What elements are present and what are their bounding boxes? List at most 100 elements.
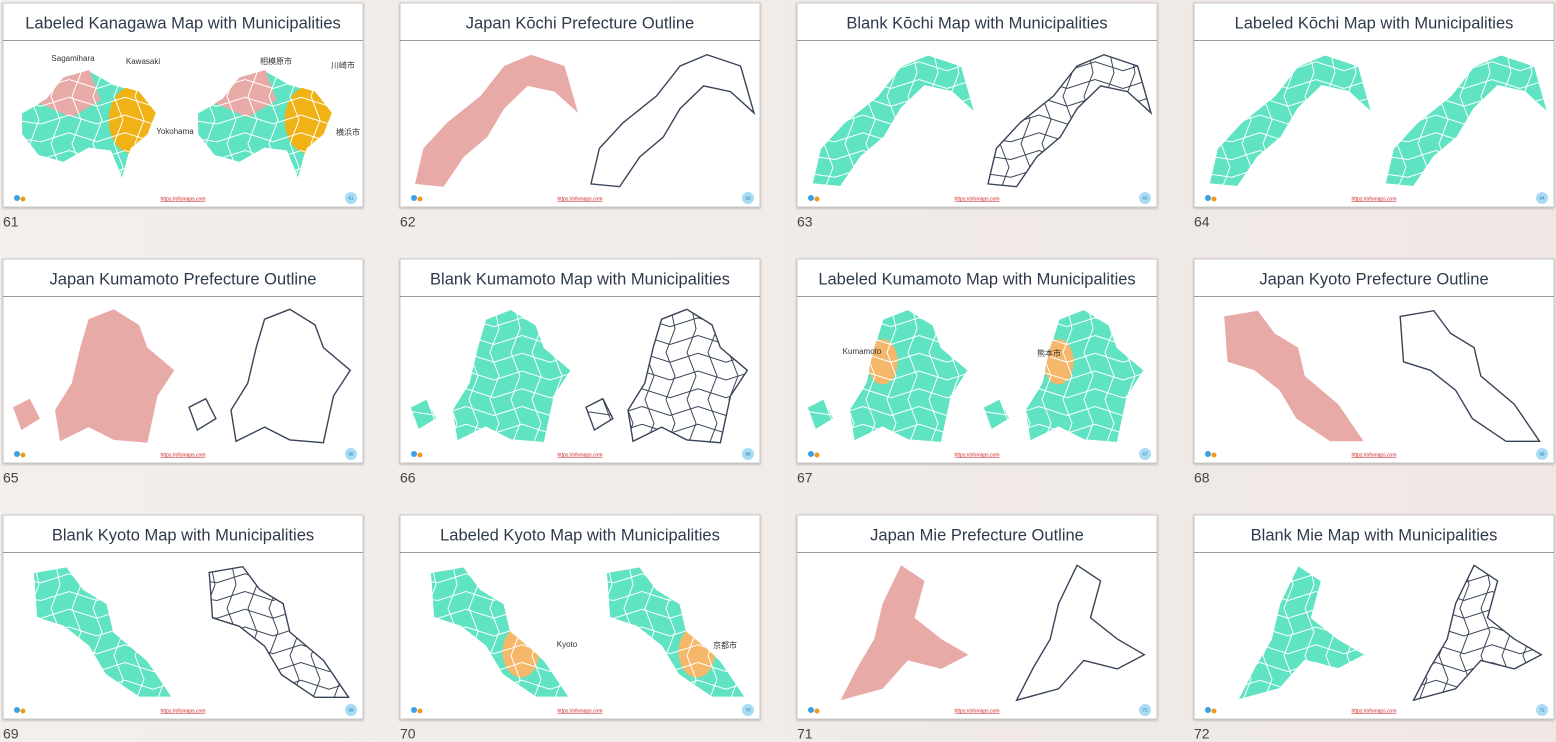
slide-number: 64 (1194, 214, 1210, 230)
page-badge-number: 70 (745, 708, 751, 713)
slide-title: Labeled Kumamoto Map with Municipalities (818, 270, 1135, 288)
region (1043, 339, 1074, 385)
logo (1211, 196, 1217, 202)
page-badge-number: 67 (1142, 452, 1148, 457)
page-badge-number: 63 (1142, 196, 1148, 201)
map-label: 川崎市 (331, 60, 355, 70)
slide-number: 66 (400, 470, 416, 486)
slide-title: Labeled Kanagawa Map with Municipalities (25, 14, 341, 32)
logo (20, 708, 26, 714)
footer-link: https://ofomaps.com (557, 452, 602, 458)
footer-link: https://ofomaps.com (954, 196, 999, 202)
slide-title: Labeled Kyoto Map with Municipalities (440, 526, 720, 544)
map-shape (32, 565, 174, 698)
footer-link: https://ofomaps.com (954, 452, 999, 458)
border-line (510, 309, 521, 443)
map-label: Sagamihara (51, 54, 95, 63)
slide-thumbnail[interactable]: Labeled Kyoto Map with Municipalities Kyo… (399, 514, 761, 720)
slide-thumbnail[interactable]: Japan Kumamoto Prefecture Outline https:/… (2, 258, 364, 464)
logo (808, 195, 814, 201)
map-shape (451, 308, 573, 444)
slide-number: 61 (3, 214, 19, 230)
logo (20, 452, 26, 458)
slide-title: Blank Kyoto Map with Municipalities (52, 526, 314, 544)
border-line (886, 309, 897, 443)
map-shape (840, 565, 969, 701)
logo (1205, 707, 1211, 713)
border-line (1413, 644, 1542, 655)
map-shape (806, 397, 835, 432)
slide-thumbnail[interactable]: Labeled Kōchi Map with Municipalities htt… (1193, 2, 1555, 208)
map-shape (1399, 309, 1541, 442)
slide-thumbnail[interactable]: Japan Mie Prefecture Outline https://ofom… (796, 514, 1158, 720)
map-label: 横浜市 (336, 127, 360, 137)
map-shape (1015, 564, 1146, 702)
logo (14, 451, 20, 457)
slide-thumbnail[interactable]: Labeled Kanagawa Map with Municipalities… (2, 2, 364, 208)
page-badge-number: 64 (1539, 196, 1545, 201)
page-badge (1139, 192, 1151, 204)
slide-title: Japan Mie Prefecture Outline (870, 526, 1084, 544)
page-badge-number: 66 (745, 452, 751, 457)
region (867, 339, 898, 385)
border-line (1083, 309, 1094, 443)
map-shape (415, 54, 578, 187)
footer-link: https://ofomaps.com (1351, 452, 1396, 458)
logo (1211, 452, 1217, 458)
slide-title: Blank Kōchi Map with Municipalities (846, 14, 1107, 32)
map-shape (627, 308, 749, 444)
footer-link: https://ofomaps.com (160, 196, 205, 202)
footer-link: https://ofomaps.com (160, 452, 205, 458)
logo (1205, 451, 1211, 457)
border-line (1237, 644, 1366, 655)
logo (417, 708, 423, 714)
map-label: Kumamoto (843, 347, 882, 356)
border-line (489, 309, 500, 443)
slide-thumbnail[interactable]: Japan Kyoto Prefecture Outline https://of… (1193, 258, 1555, 464)
logo (14, 707, 20, 713)
slide-title: Labeled Kōchi Map with Municipalities (1235, 14, 1514, 32)
logo (411, 195, 417, 201)
slide-frame (796, 2, 1158, 208)
slide-thumbnail[interactable]: Blank Mie Map with Municipalities https:/… (1193, 514, 1555, 720)
logo (1205, 195, 1211, 201)
slide-number: 71 (797, 726, 813, 742)
slide-thumbnail[interactable]: Blank Kumamoto Map with Municipalities ht… (399, 258, 761, 464)
border-line (1062, 309, 1073, 443)
slide-thumbnail[interactable]: Labeled Kumamoto Map with Municipalities… (796, 258, 1158, 464)
slide-title: Japan Kōchi Prefecture Outline (466, 14, 694, 32)
page-badge-number: 61 (348, 196, 354, 201)
border-line (665, 309, 676, 443)
slide-title: Blank Kumamoto Map with Municipalities (430, 270, 730, 288)
footer-link: https://ofomaps.com (1351, 708, 1396, 714)
slide-thumbnail[interactable]: Blank Kōchi Map with Municipalities https… (796, 2, 1158, 208)
page-badge (1139, 704, 1151, 716)
map-shape (590, 53, 756, 188)
map-label: Yokohama (156, 127, 194, 136)
slide-thumbnail[interactable]: Japan Kōchi Prefecture Outline https://of… (399, 2, 761, 208)
page-badge (742, 704, 754, 716)
logo (411, 707, 417, 713)
map-shape (208, 565, 350, 698)
page-badge (1536, 192, 1548, 204)
page-badge-number: 71 (1142, 708, 1148, 713)
page-badge (345, 192, 357, 204)
map-shape (1236, 564, 1367, 702)
page-badge-number: 69 (348, 708, 354, 713)
slide-frame (399, 2, 761, 208)
map-label: 相模原市 (260, 56, 292, 66)
map-shape (1412, 564, 1543, 702)
map-shape (13, 398, 40, 430)
logo (808, 451, 814, 457)
border-line (686, 309, 697, 443)
slide-thumbnail[interactable]: Blank Kyoto Map with Municipalities https… (2, 514, 364, 720)
map-shape (230, 308, 352, 444)
slide-number: 68 (1194, 470, 1210, 486)
logo (417, 452, 423, 458)
logo (814, 452, 820, 458)
map-label: Kyoto (557, 640, 578, 649)
logo (814, 196, 820, 202)
map-shape (1224, 310, 1364, 442)
page-badge (1139, 448, 1151, 460)
